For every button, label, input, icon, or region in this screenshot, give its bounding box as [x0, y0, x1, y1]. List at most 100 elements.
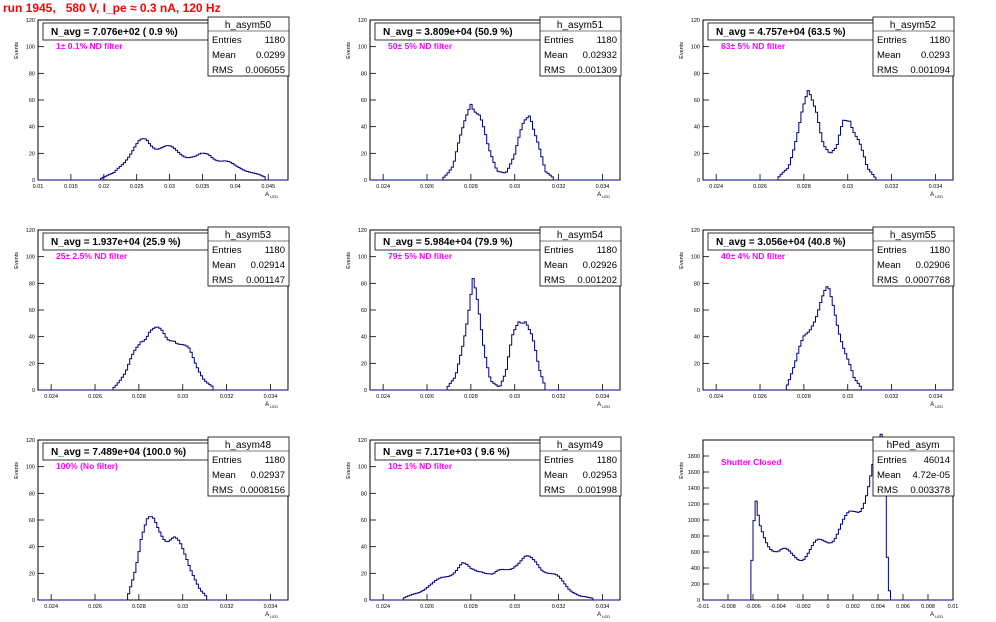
x-tick-label: 0.024 — [376, 394, 390, 400]
filter-label: Shutter Closed — [721, 457, 781, 467]
x-tick-label: 0.03 — [509, 394, 520, 400]
stats-entries-value: 1180 — [930, 245, 950, 256]
histogram-line — [370, 103, 620, 181]
histogram-line — [370, 555, 620, 601]
y-tick-label: 800 — [691, 534, 700, 540]
y-tick-label: 1000 — [688, 518, 700, 524]
x-tick-label: 0.025 — [130, 184, 144, 190]
y-axis-label: Events — [679, 462, 685, 479]
x-tick-label: 0.03 — [164, 184, 175, 190]
stats-mean-label: Mean — [544, 260, 568, 271]
histogram-line — [703, 90, 953, 181]
x-tick-label: 0.034 — [929, 184, 943, 190]
x-tick-label: 0.028 — [464, 604, 478, 610]
x-tick-label: 0.034 — [596, 184, 610, 190]
stats-entries-label: Entries — [212, 35, 242, 46]
x-tick-label: 0.008 — [921, 604, 935, 610]
navg-label: N_avg = 7.076e+02 ( 0.9 %) — [51, 27, 178, 38]
stats-entries-value: 1180 — [265, 35, 285, 46]
histogram-panel-h_asym54: 0 20 40 60 80 100 120 0.024 0.026 0.028 0.03 0.032 0… — [346, 226, 622, 409]
x-tick-label: 0.024 — [709, 184, 723, 190]
histogram-panel-h_asym50: 0 20 40 60 80 100 120 0.01 0.015 0.02 0.025 0.03 0.0… — [14, 16, 290, 199]
x-tick-label: 0.028 — [132, 394, 146, 400]
stats-mean-label: Mean — [544, 50, 568, 61]
histogram-panel-h_asym51: 0 20 40 60 80 100 120 0.024 0.026 0.028 0.03 0.032 0… — [346, 16, 622, 199]
stats-mean-label: Mean — [877, 470, 901, 481]
stats-box — [872, 436, 955, 497]
navg-label: N_avg = 5.984e+04 (79.9 %) — [383, 237, 513, 248]
stats-entries-value: 1180 — [265, 245, 285, 256]
y-tick-label: 20 — [694, 151, 700, 157]
stats-entries-value: 1180 — [265, 455, 285, 466]
stats-box — [539, 16, 622, 77]
stats-rms-label: RMS — [877, 65, 898, 76]
histogram-panel-h_asym53: 0 20 40 60 80 100 120 0.024 0.026 0.028 0.03 0.032 0… — [14, 226, 290, 409]
stats-mean-value: 4.72e-05 — [912, 470, 950, 481]
histogram-line — [38, 326, 288, 391]
stats-rms-label: RMS — [544, 275, 565, 286]
x-tick-label: 0.032 — [220, 394, 234, 400]
y-axis-label: Events — [346, 252, 352, 269]
stats-rms-value: 0.001094 — [910, 65, 950, 76]
stats-rms-value: 0.001998 — [577, 485, 617, 496]
y-tick-label: 0 — [697, 388, 700, 394]
y-tick-label: 40 — [361, 125, 367, 131]
x-tick-label: 0.026 — [88, 394, 102, 400]
y-tick-label: 60 — [29, 308, 35, 314]
y-tick-label: 200 — [691, 582, 700, 588]
stats-mean-value: 0.0293 — [921, 50, 950, 61]
y-tick-label: 0 — [364, 388, 367, 394]
y-tick-label: 20 — [29, 151, 35, 157]
y-tick-label: 120 — [26, 438, 35, 444]
stats-box — [207, 16, 290, 77]
x-tick-label: -0.006 — [745, 604, 761, 610]
y-tick-label: 0 — [32, 388, 35, 394]
stats-mean-value: 0.02932 — [583, 50, 617, 61]
stats-mean-label: Mean — [212, 50, 236, 61]
y-tick-label: 40 — [694, 125, 700, 131]
x-tick-label: 0.024 — [376, 604, 390, 610]
run-title: run 1945, 580 V, I_pe ≈ 0.3 nA, 120 Hz — [3, 1, 221, 15]
y-tick-label: 100 — [26, 45, 35, 51]
histogram-panel-h_asym49: 0 20 40 60 80 100 120 0.024 0.026 0.028 0.03 0.032 0… — [346, 436, 622, 619]
x-tick-label: -0.01 — [697, 604, 710, 610]
stats-rms-label: RMS — [212, 485, 233, 496]
filter-label: 40± 4% ND filter — [721, 251, 786, 261]
navg-label: N_avg = 1.937e+04 (25.9 %) — [51, 237, 181, 248]
y-tick-label: 60 — [29, 98, 35, 104]
y-tick-label: 20 — [29, 361, 35, 367]
x-tick-label: 0.024 — [44, 394, 58, 400]
x-tick-label: 0.02 — [98, 184, 109, 190]
x-axis-label: A LED — [930, 192, 943, 199]
stats-entries-label: Entries — [877, 35, 907, 46]
stats-rms-value: 0.0008156 — [240, 485, 285, 496]
stats-title: h_asym49 — [557, 440, 604, 451]
x-tick-label: 0.026 — [420, 184, 434, 190]
x-tick-label: -0.002 — [795, 604, 811, 610]
y-tick-label: 40 — [361, 335, 367, 341]
stats-entries-label: Entries — [877, 455, 907, 466]
x-tick-label: 0.01 — [33, 184, 44, 190]
filter-label: 10± 1% ND filter — [388, 461, 453, 471]
histogram-panel-h_asym55: 0 20 40 60 80 100 120 0.024 0.026 0.028 0.03 0.032 0… — [679, 226, 955, 409]
y-tick-label: 0 — [364, 178, 367, 184]
stats-mean-value: 0.02914 — [251, 260, 285, 271]
x-tick-label: 0.002 — [846, 604, 860, 610]
y-axis-label: Events — [679, 42, 685, 59]
x-tick-label: 0.03 — [842, 184, 853, 190]
y-tick-label: 120 — [691, 18, 700, 24]
y-tick-label: 120 — [691, 228, 700, 234]
histogram-line — [370, 278, 620, 391]
x-tick-label: 0.034 — [264, 604, 278, 610]
stats-rms-label: RMS — [877, 485, 898, 496]
stats-entries-value: 1180 — [597, 35, 617, 46]
x-tick-label: 0.026 — [753, 184, 767, 190]
x-tick-label: -0.008 — [720, 604, 736, 610]
y-axis-label: Events — [14, 42, 20, 59]
y-tick-label: 60 — [694, 308, 700, 314]
y-axis-label: Events — [346, 462, 352, 479]
y-tick-label: 0 — [697, 598, 700, 604]
x-axis-label: A LED — [597, 192, 610, 199]
stats-rms-label: RMS — [544, 485, 565, 496]
